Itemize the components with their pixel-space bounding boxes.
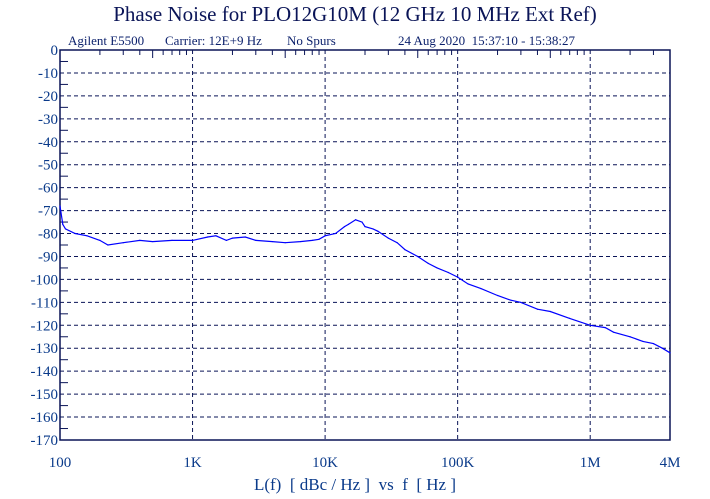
data-point	[347, 223, 350, 225]
data-point	[324, 235, 326, 237]
data-point	[661, 347, 663, 349]
data-point	[299, 240, 301, 243]
date-label: 24 Aug 2020 15:37:10 - 15:38:27	[398, 33, 575, 48]
data-point	[364, 226, 366, 228]
data-point	[427, 262, 429, 264]
data-point	[404, 248, 406, 251]
y-tick-label: -140	[31, 364, 59, 380]
y-tick-label: -60	[38, 181, 58, 197]
data-point	[255, 239, 257, 242]
data-point	[436, 267, 438, 269]
data-point	[311, 239, 313, 242]
y-tick-label: -130	[31, 341, 59, 357]
data-point	[377, 230, 379, 232]
data-point	[387, 237, 389, 239]
data-point	[589, 324, 591, 326]
x-tick-label: 100	[49, 455, 72, 471]
data-point	[669, 352, 671, 354]
y-tick-label: -70	[38, 204, 58, 220]
x-tick-label: 4M	[660, 455, 681, 471]
data-point	[447, 271, 449, 274]
data-point	[231, 237, 234, 239]
data-point	[207, 236, 209, 238]
data-point	[171, 239, 173, 242]
data-point	[62, 223, 64, 225]
data-point	[99, 239, 101, 242]
data-point	[396, 242, 398, 244]
y-tick-label: -50	[38, 158, 58, 174]
data-point	[652, 343, 655, 345]
data-point	[457, 276, 459, 278]
data-point	[191, 239, 194, 242]
y-tick-label: -80	[38, 227, 58, 243]
data-point	[225, 239, 227, 242]
phase-noise-line	[59, 205, 671, 354]
data-point	[318, 238, 320, 240]
data-point	[244, 236, 246, 238]
y-tick-label: -110	[31, 295, 58, 311]
y-tick-label: -100	[31, 272, 59, 288]
y-tick-label: -170	[31, 433, 59, 449]
x-tick-label: 1K	[183, 455, 202, 471]
x-tick-label: 1M	[580, 455, 601, 471]
data-point	[334, 232, 337, 235]
x-axis-label: L(f) [ dBc / Hz ] vs f [ Hz ]	[253, 475, 457, 494]
data-point	[569, 317, 571, 320]
data-point	[284, 242, 286, 244]
data-point	[549, 310, 551, 313]
y-tick-label: -160	[31, 410, 59, 426]
data-point	[480, 287, 482, 290]
instrument-label: Agilent E5500	[68, 33, 145, 48]
y-tick-label: -20	[38, 89, 58, 105]
y-tick-label: -40	[38, 135, 58, 151]
data-point	[64, 228, 67, 230]
y-tick-label: -90	[38, 249, 58, 265]
data-point	[372, 228, 374, 230]
data-point	[361, 221, 363, 223]
data-point	[343, 226, 346, 228]
data-point	[612, 331, 615, 333]
data-point	[520, 301, 522, 303]
data-point	[107, 244, 109, 246]
data-point	[536, 308, 539, 310]
y-tick-label: 0	[51, 43, 59, 59]
spurs-label: No Spurs	[287, 33, 336, 48]
data-point	[271, 240, 273, 243]
data-point	[642, 340, 644, 342]
y-tick-label: -150	[31, 387, 59, 403]
y-tick-label: -10	[38, 66, 58, 82]
data-point	[86, 235, 88, 237]
x-tick-label: 10K	[312, 455, 338, 471]
data-point	[496, 294, 499, 297]
x-tick-label: 100K	[441, 455, 475, 471]
data-point	[139, 239, 141, 242]
data-point	[417, 255, 419, 258]
plot-frame	[59, 49, 671, 441]
data-point	[152, 240, 154, 243]
carrier-label: Carrier: 12E+9 Hz	[165, 33, 262, 48]
data-point	[467, 283, 469, 285]
data-point	[215, 235, 217, 237]
chart-title: Phase Noise for PLO12G10M (12 GHz 10 MHz…	[113, 2, 597, 26]
y-tick-label: -30	[38, 112, 58, 128]
y-tick-label: -120	[31, 318, 59, 334]
data-point	[509, 299, 511, 301]
data-point	[59, 205, 61, 207]
data-point	[355, 219, 357, 221]
data-point	[604, 326, 606, 329]
data-point	[122, 242, 124, 244]
data-point	[629, 336, 631, 338]
data-point	[74, 232, 76, 235]
